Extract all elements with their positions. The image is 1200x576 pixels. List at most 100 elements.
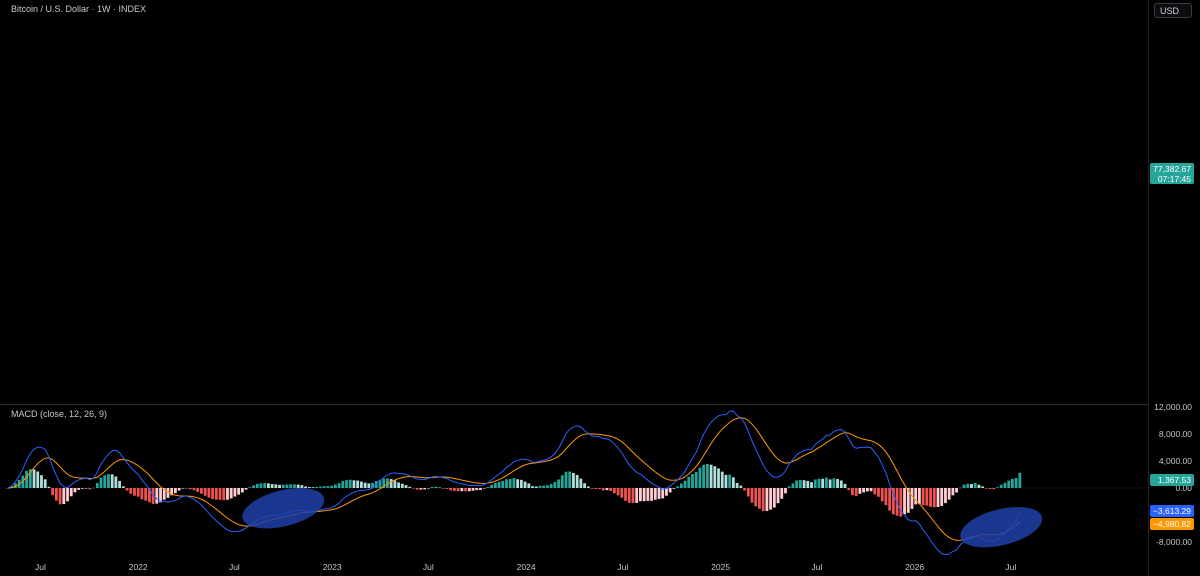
macd-histogram-bar (170, 488, 174, 496)
macd-histogram-bar (352, 480, 356, 488)
highlight-ellipse[interactable] (238, 481, 328, 536)
macd-histogram-bar (200, 488, 203, 494)
macd-histogram-bar (750, 488, 754, 503)
macd-histogram-bar (311, 487, 315, 488)
macd-histogram-bar (147, 488, 151, 503)
macd-histogram-bar (977, 484, 981, 488)
time-axis-label: Jul (1005, 562, 1017, 572)
macd-histogram-bar (244, 488, 248, 490)
macd-histogram-bar (229, 488, 233, 499)
macd-histogram-bar (490, 484, 493, 488)
macd-histogram-bar (709, 464, 713, 488)
macd-histogram-bar (281, 484, 285, 488)
macd-histogram-bar (691, 473, 694, 488)
macd-histogram-bar (635, 488, 639, 503)
macd-histogram-bar (891, 488, 895, 515)
macd-histogram-bar (1011, 478, 1014, 488)
macd-histogram-bar (821, 478, 825, 488)
macd-histogram-bar (847, 488, 851, 491)
macd-histogram-bar (988, 488, 992, 490)
macd-histogram-bar (609, 488, 613, 491)
macd-histogram-bar (665, 488, 668, 496)
macd-histogram-bar (1018, 472, 1022, 488)
macd-histogram-bar (252, 485, 255, 488)
macd-histogram-bar (836, 479, 839, 488)
macd-histogram-bar (121, 486, 125, 488)
macd-histogram-bar (627, 488, 631, 503)
macd-histogram-bar (47, 486, 51, 488)
macd-indicator-title[interactable]: MACD (close, 12, 26, 9) (11, 409, 108, 419)
time-axis-label: 2026 (905, 562, 925, 572)
macd-histogram-bar (218, 488, 222, 500)
macd-histogram-bar (784, 488, 787, 494)
macd-histogram-bar (36, 471, 40, 488)
macd-histogram-bar (639, 488, 642, 502)
macd-histogram-bar (508, 479, 512, 488)
macd-histogram-bar (84, 488, 88, 489)
macd-histogram-bar (676, 486, 679, 488)
macd-histogram-bar (869, 488, 873, 492)
time-axis-label: 2025 (711, 562, 731, 572)
macd-histogram (6, 463, 1022, 517)
ellipse-drawings[interactable] (238, 481, 1046, 555)
macd-histogram-bar (166, 488, 170, 498)
macd-histogram-bar (839, 480, 843, 488)
macd-histogram-bar (910, 488, 914, 509)
macd-histogram-bar (363, 482, 367, 488)
currency-selector[interactable]: USD (1154, 3, 1192, 18)
macd-histogram-bar (467, 488, 471, 492)
macd-histogram-bar (743, 488, 746, 491)
macd-histogram-bar (125, 488, 129, 491)
macd-histogram-bar (560, 475, 564, 488)
last-price-value: 77,382.67 (1153, 164, 1191, 174)
macd-histogram-bar (761, 488, 765, 512)
macd-histogram-bar (505, 479, 508, 488)
highlight-ellipse[interactable] (956, 500, 1046, 555)
macd-histogram-bar (798, 479, 802, 488)
macd-histogram-bar (981, 486, 985, 488)
macd-histogram-bar (348, 479, 352, 488)
time-axis-label: 2022 (128, 562, 148, 572)
symbol-title[interactable]: Bitcoin / U.S. Dollar · 1W · INDEX (11, 4, 147, 14)
macd-histogram-bar (107, 474, 110, 488)
signal-value-tag: −4,980.82 (1150, 518, 1194, 530)
macd-histogram-bar (546, 485, 549, 488)
macd-histogram-bar (944, 488, 947, 504)
macd-histogram-bar (825, 477, 828, 488)
macd-histogram-bar (925, 488, 929, 506)
macd-histogram-bar (992, 488, 996, 490)
macd-histogram-bar (728, 474, 732, 488)
macd-histogram-bar (631, 488, 635, 504)
macd-histogram-bar (668, 488, 672, 493)
macd-histogram-bar (185, 487, 188, 489)
macd-histogram-bar (776, 488, 780, 504)
macd-histogram-bar (419, 488, 423, 490)
macd-histogram-bar (984, 488, 988, 489)
macd-histogram-bar (579, 478, 583, 488)
macd-histogram-bar (263, 483, 267, 488)
macd-histogram-bar (356, 480, 360, 488)
macd-histogram-bar (918, 488, 921, 504)
macd-histogram-bar (672, 488, 676, 489)
macd-histogram-bar (404, 485, 408, 488)
macd-histogram-bar (415, 488, 419, 490)
macd-histogram-bar (77, 488, 81, 490)
macd-histogram-bar (542, 485, 546, 488)
macd-histogram-bar (151, 488, 155, 504)
macd-histogram-bar (475, 488, 479, 491)
macd-histogram-bar (333, 484, 337, 488)
macd-histogram-bar (758, 488, 761, 509)
time-axis-label: Jul (617, 562, 629, 572)
macd-histogram-bar (192, 488, 196, 491)
macd-histogram-bar (289, 484, 293, 488)
macd-histogram-bar (129, 488, 133, 494)
macd-histogram-bar (88, 488, 92, 490)
macd-histogram-bar (133, 488, 136, 496)
macd-histogram-bar (456, 488, 460, 492)
macd-histogram-bar (226, 488, 229, 500)
macd-histogram-bar (430, 486, 434, 488)
macd-histogram-bar (99, 477, 103, 488)
macd-histogram-bar (400, 483, 404, 488)
macd-histogram-bar (174, 488, 177, 494)
